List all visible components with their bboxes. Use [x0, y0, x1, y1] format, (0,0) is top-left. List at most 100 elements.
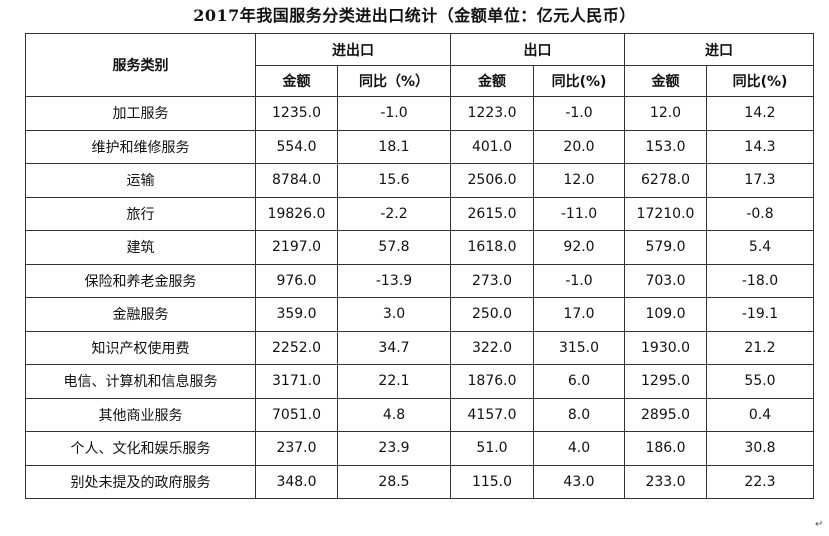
category-header: 服务类别: [25, 33, 256, 97]
value-cell: 2615.0: [450, 196, 534, 231]
value-cell: 273.0: [450, 263, 534, 298]
value-cell: 237.0: [255, 431, 338, 466]
row-label: 运输: [25, 163, 256, 198]
value-cell: 1618.0: [450, 230, 534, 265]
table-row: 别处未提及的政府服务 348.0 28.5 115.0 43.0 233.0 22.3: [25, 464, 814, 499]
value-cell: 55.0: [706, 364, 814, 399]
value-cell: -1.0: [533, 96, 625, 131]
table-row: 金融服务 359.0 3.0 250.0 17.0 109.0 -19.1: [25, 297, 814, 332]
value-cell: 250.0: [450, 297, 534, 332]
value-cell: 703.0: [624, 263, 707, 298]
table-row: 运输 8784.0 15.6 2506.0 12.0 6278.0 17.3: [25, 163, 814, 198]
row-label: 旅行: [25, 196, 256, 231]
subheader-cell: 同比（%）: [337, 65, 451, 97]
header-row-subheaders: 金额 同比（%） 金额 同比(%) 金额 同比(%): [26, 65, 814, 97]
group-header-export: 出口: [450, 33, 625, 66]
value-cell: 1876.0: [450, 364, 534, 399]
value-cell: 401.0: [450, 129, 534, 164]
table-row: 旅行 19826.0 -2.2 2615.0 -11.0 17210.0 -0.8: [25, 196, 814, 231]
value-cell: 1930.0: [624, 330, 707, 365]
value-cell: 51.0: [450, 431, 534, 466]
value-cell: 20.0: [533, 129, 625, 164]
value-cell: 34.7: [337, 330, 451, 365]
value-cell: 14.2: [706, 96, 814, 131]
service-trade-table: 服务类别 进出口 出口 进口 金额 同比（%） 金额 同比(%) 金额 同比(%…: [25, 33, 814, 499]
value-cell: -13.9: [337, 263, 451, 298]
value-cell: 6278.0: [624, 163, 707, 198]
table-row: 加工服务 1235.0 -1.0 1223.0 -1.0 12.0 14.2: [25, 96, 814, 131]
table-row: 建筑 2197.0 57.8 1618.0 92.0 579.0 5.4: [25, 230, 814, 265]
value-cell: -1.0: [533, 263, 625, 298]
value-cell: 30.8: [706, 431, 814, 466]
value-cell: 4.0: [533, 431, 625, 466]
value-cell: 43.0: [533, 464, 625, 499]
value-cell: 579.0: [624, 230, 707, 265]
value-cell: 109.0: [624, 297, 707, 332]
row-label: 建筑: [25, 230, 256, 265]
value-cell: 359.0: [255, 297, 338, 332]
table-row: 知识产权使用费 2252.0 34.7 322.0 315.0 1930.0 21.2: [25, 330, 814, 365]
header-row-groups: 服务类别 进出口 出口 进口: [25, 33, 814, 97]
value-cell: 5.4: [706, 230, 814, 265]
row-label: 知识产权使用费: [25, 330, 256, 365]
value-cell: 1295.0: [624, 364, 707, 399]
value-cell: 4157.0: [450, 397, 534, 432]
subheader-cell: 同比(%): [706, 65, 814, 97]
row-label: 金融服务: [25, 297, 256, 332]
value-cell: 2252.0: [255, 330, 338, 365]
row-label: 别处未提及的政府服务: [25, 464, 256, 499]
table-body: 加工服务 1235.0 -1.0 1223.0 -1.0 12.0 14.2 维护和维修服务 5…: [25, 96, 814, 499]
value-cell: 186.0: [624, 431, 707, 466]
table-row: 维护和维修服务 554.0 18.1 401.0 20.0 153.0 14.3: [25, 129, 814, 164]
value-cell: 315.0: [533, 330, 625, 365]
value-cell: 17210.0: [624, 196, 707, 231]
paragraph-mark: ↵: [815, 519, 824, 530]
value-cell: -2.2: [337, 196, 451, 231]
value-cell: 1235.0: [255, 96, 338, 131]
value-cell: 8.0: [533, 397, 625, 432]
value-cell: 115.0: [450, 464, 534, 499]
row-label: 个人、文化和娱乐服务: [25, 431, 256, 466]
row-label: 其他商业服务: [25, 397, 256, 432]
value-cell: -19.1: [706, 297, 814, 332]
value-cell: 2895.0: [624, 397, 707, 432]
value-cell: 233.0: [624, 464, 707, 499]
page-title: 2017年我国服务分类进出口统计（金额单位：亿元人民币）: [193, 6, 636, 25]
row-label: 维护和维修服务: [25, 129, 256, 164]
value-cell: 2197.0: [255, 230, 338, 265]
value-cell: 12.0: [624, 96, 707, 131]
value-cell: 8784.0: [255, 163, 338, 198]
value-cell: 4.8: [337, 397, 451, 432]
group-header-total: 进出口: [255, 33, 451, 66]
value-cell: 17.3: [706, 163, 814, 198]
value-cell: 22.1: [337, 364, 451, 399]
table-row: 保险和养老金服务 976.0 -13.9 273.0 -1.0 703.0 -18.0: [25, 263, 814, 298]
value-cell: 14.3: [706, 129, 814, 164]
subheader-cell: 金额: [255, 65, 338, 97]
value-cell: 21.2: [706, 330, 814, 365]
value-cell: 19826.0: [255, 196, 338, 231]
value-cell: 3171.0: [255, 364, 338, 399]
value-cell: 322.0: [450, 330, 534, 365]
value-cell: -11.0: [533, 196, 625, 231]
row-label: 保险和养老金服务: [25, 263, 256, 298]
value-cell: 7051.0: [255, 397, 338, 432]
value-cell: 3.0: [337, 297, 451, 332]
value-cell: 92.0: [533, 230, 625, 265]
value-cell: -18.0: [706, 263, 814, 298]
value-cell: 0.4: [706, 397, 814, 432]
value-cell: 2506.0: [450, 163, 534, 198]
value-cell: -1.0: [337, 96, 451, 131]
value-cell: 15.6: [337, 163, 451, 198]
value-cell: 22.3: [706, 464, 814, 499]
value-cell: 976.0: [255, 263, 338, 298]
value-cell: 28.5: [337, 464, 451, 499]
value-cell: 348.0: [255, 464, 338, 499]
table-row: 其他商业服务 7051.0 4.8 4157.0 8.0 2895.0 0.4: [25, 397, 814, 432]
value-cell: -0.8: [706, 196, 814, 231]
value-cell: 1223.0: [450, 96, 534, 131]
value-cell: 18.1: [337, 129, 451, 164]
table-row: 电信、计算机和信息服务 3171.0 22.1 1876.0 6.0 1295.0 55.0: [25, 364, 814, 399]
table-row: 个人、文化和娱乐服务 237.0 23.9 51.0 4.0 186.0 30.8: [25, 431, 814, 466]
value-cell: 6.0: [533, 364, 625, 399]
